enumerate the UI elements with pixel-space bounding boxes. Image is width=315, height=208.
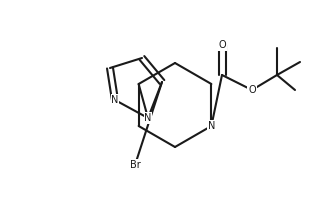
Text: N: N	[111, 95, 119, 105]
Text: N: N	[144, 113, 152, 123]
Text: N: N	[208, 121, 215, 131]
Text: O: O	[218, 40, 226, 50]
Text: O: O	[248, 85, 256, 95]
Text: Br: Br	[130, 160, 140, 170]
